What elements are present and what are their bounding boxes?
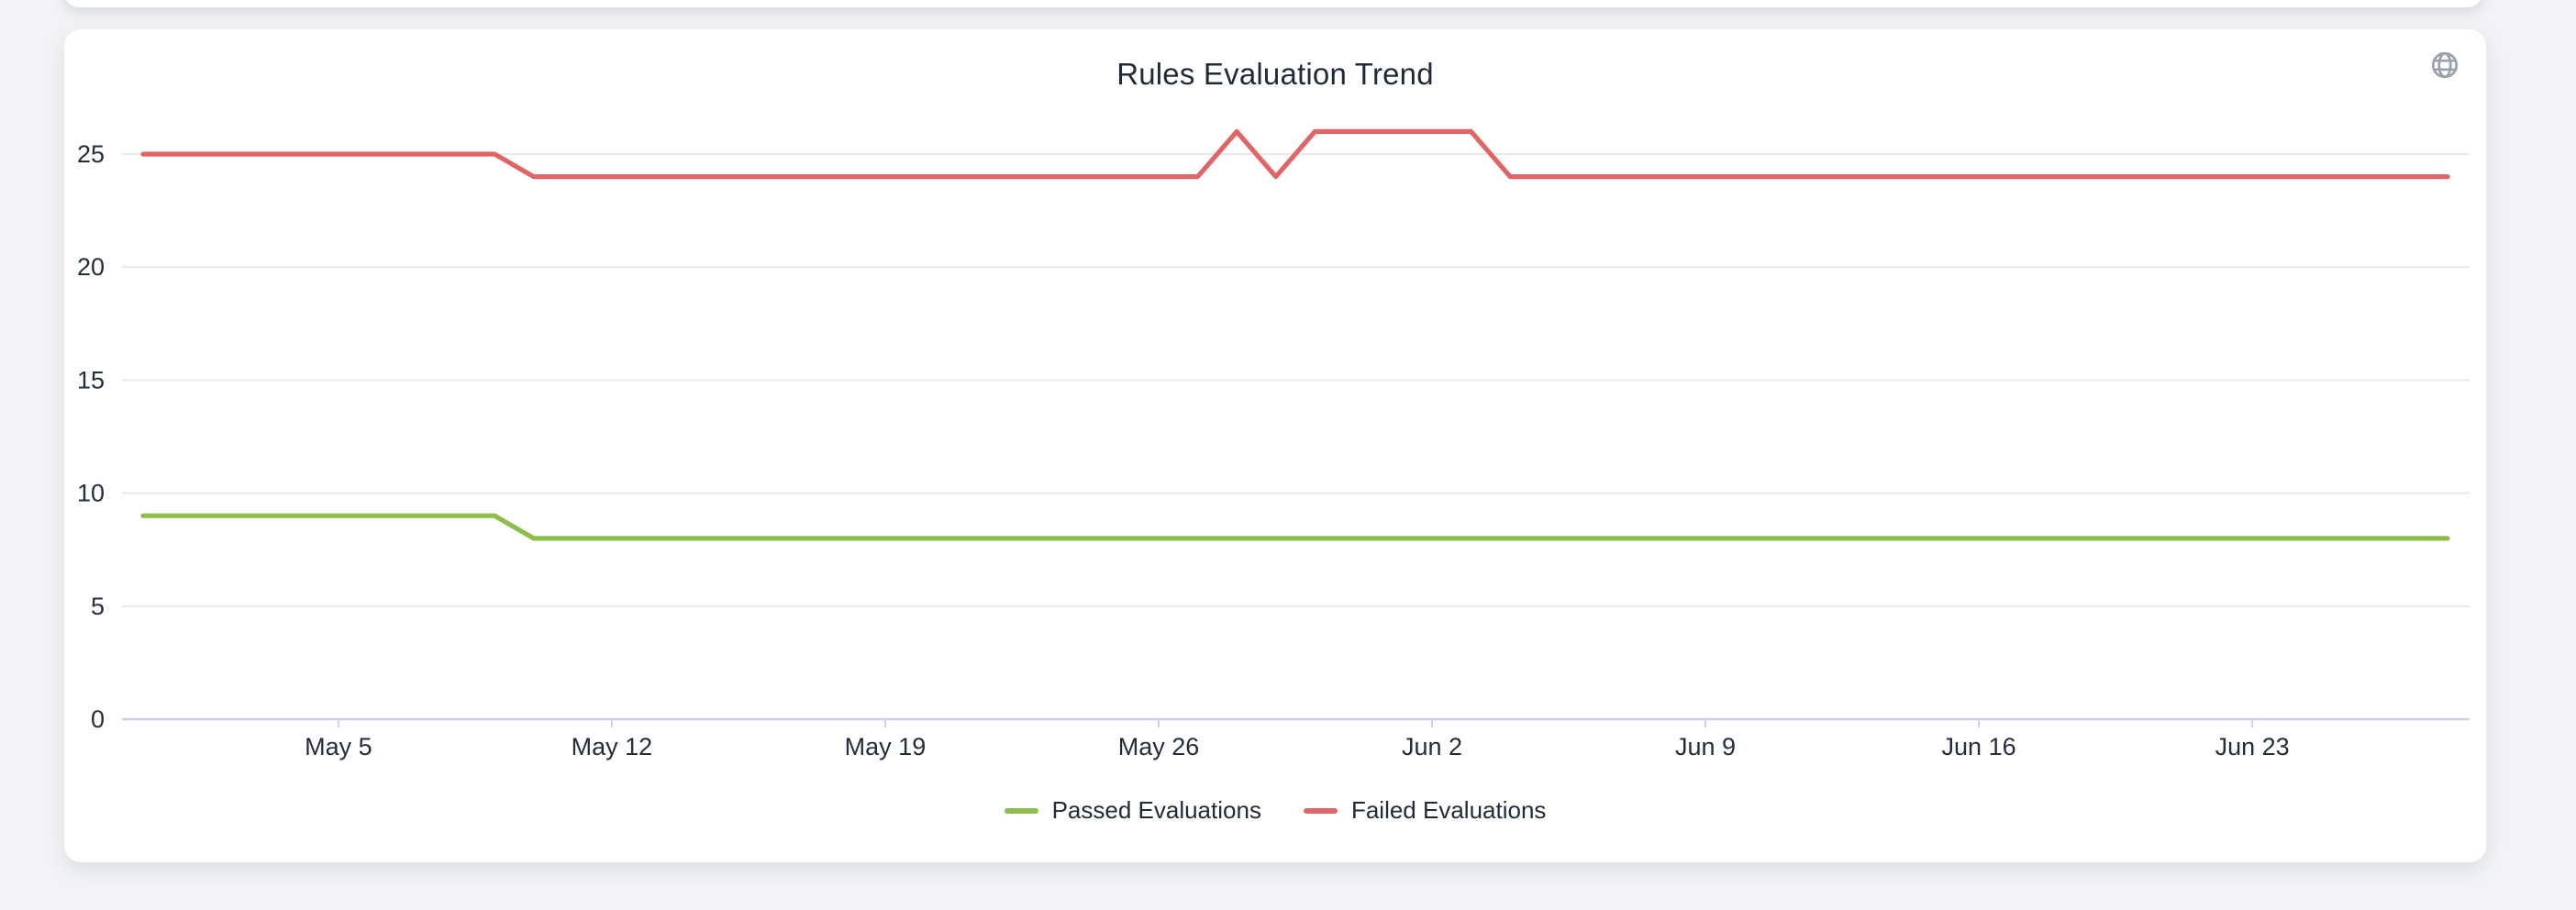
passed-series-swatch xyxy=(1004,807,1038,814)
legend-label-passed: Passed Evaluations xyxy=(1051,796,1261,824)
failed-evaluations-line xyxy=(140,128,2450,180)
globe-icon[interactable] xyxy=(2429,50,2460,81)
x-axis-label: May 26 xyxy=(1118,733,1200,760)
y-axis-label: 25 xyxy=(77,140,105,168)
x-axis-label: May 5 xyxy=(305,733,372,760)
x-axis-label: Jun 9 xyxy=(1675,733,1736,760)
y-axis-label: 10 xyxy=(77,480,105,507)
x-axis-label: Jun 23 xyxy=(2215,733,2290,760)
x-axis-label: May 12 xyxy=(572,733,653,760)
legend-item-passed[interactable]: Passed Evaluations xyxy=(1004,796,1261,825)
previous-card-bottom-edge xyxy=(64,0,2482,7)
y-axis-label: 20 xyxy=(77,253,105,281)
legend-label-failed: Failed Evaluations xyxy=(1350,796,1547,824)
y-axis-label: 0 xyxy=(91,705,105,733)
chart-title: Rules Evaluation Trend xyxy=(1116,57,1434,91)
legend-item-failed[interactable]: Failed Evaluations xyxy=(1303,796,1547,825)
x-axis-label: Jun 16 xyxy=(1942,733,2016,760)
failed-series-swatch xyxy=(1303,807,1338,814)
line-chart: 0 5 10 15 20 25 May 5 May 12 May 19 May 26 Jun 2 Ju… xyxy=(77,128,2470,760)
x-axis-label: Jun 2 xyxy=(1402,733,1462,760)
chart-legend: Passed Evaluations Failed Evaluations xyxy=(64,796,2486,825)
passed-evaluations-line xyxy=(140,513,2450,541)
y-axis-label: 15 xyxy=(77,366,105,394)
x-axis-label: May 19 xyxy=(845,733,927,760)
rules-evaluation-trend-card: Rules Evaluation Trend 0 5 10 15 20 25 May 5 Ma… xyxy=(64,29,2486,862)
y-axis-label: 5 xyxy=(91,593,105,620)
